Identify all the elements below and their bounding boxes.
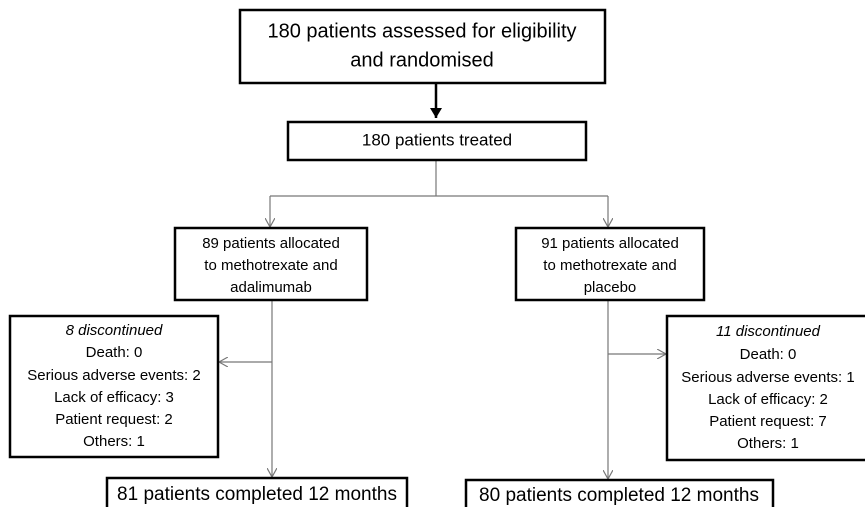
box-title: 8 discontinued — [66, 322, 163, 339]
box-text: Serious adverse events: 1 — [681, 369, 854, 386]
box — [514, 226, 706, 302]
box-text: Others: 1 — [737, 435, 799, 452]
box — [665, 314, 865, 462]
box-text: Patient request: 2 — [55, 411, 173, 428]
box-text: 80 patients completed 12 months — [479, 485, 759, 506]
box-text: placebo — [584, 279, 637, 296]
box-text: 81 patients completed 12 months — [117, 484, 397, 505]
box-text: to methotrexate and — [543, 257, 676, 274]
box-text: Death: 0 — [86, 344, 143, 361]
box — [286, 120, 588, 162]
box-text: 180 patients treated — [362, 130, 512, 149]
box — [173, 226, 369, 302]
box-text: adalimumab — [230, 279, 312, 296]
box-text: Death: 0 — [740, 346, 797, 363]
box-text: 91 patients allocated — [541, 235, 679, 252]
box-text: Lack of efficacy: 2 — [708, 391, 828, 408]
box-text: and randomised — [350, 49, 493, 71]
box — [105, 476, 409, 507]
box-text: Others: 1 — [83, 433, 145, 450]
box — [8, 314, 220, 459]
box-text: Lack of efficacy: 3 — [54, 389, 174, 406]
box-text: 89 patients allocated — [202, 235, 340, 252]
box-text: to methotrexate and — [204, 257, 337, 274]
box-text: Patient request: 7 — [709, 413, 827, 430]
box-text: 180 patients assessed for eligibility — [267, 20, 576, 42]
box — [238, 8, 607, 85]
box-title: 11 discontinued — [716, 323, 821, 340]
connector — [270, 160, 608, 197]
box-text: Serious adverse events: 2 — [27, 367, 200, 384]
box — [464, 478, 775, 507]
